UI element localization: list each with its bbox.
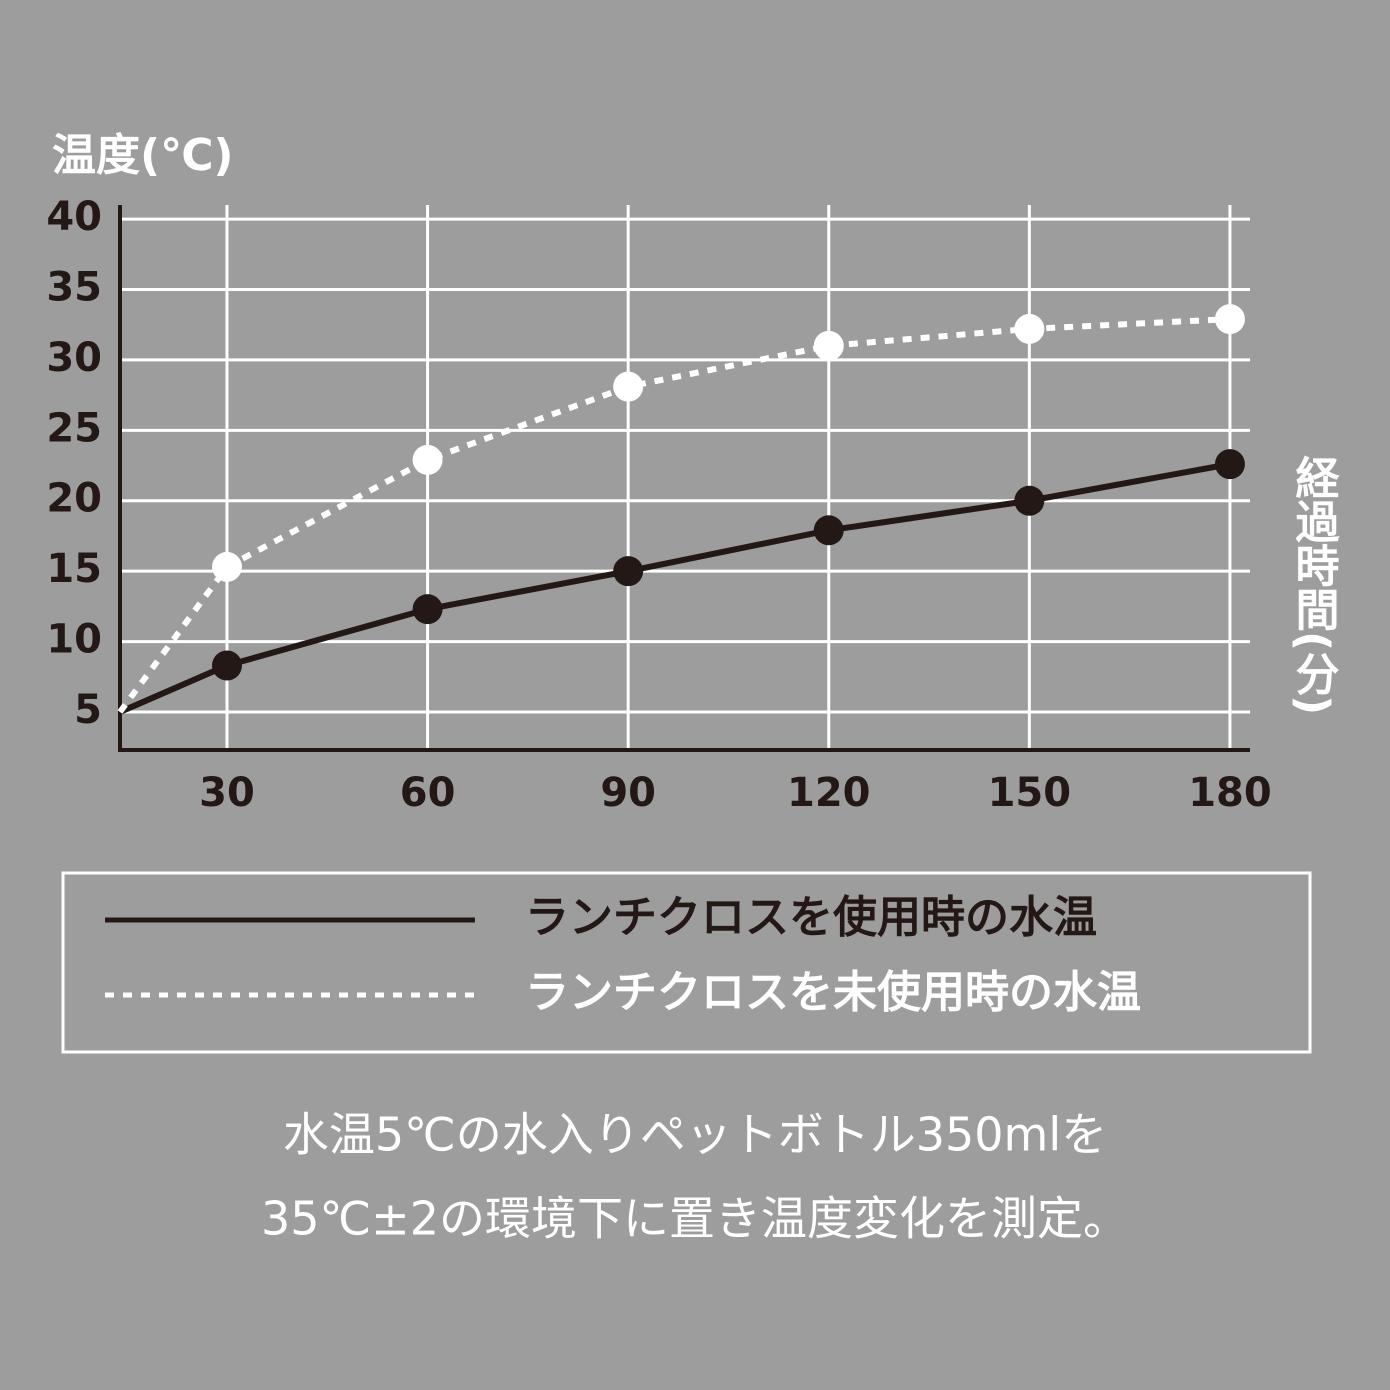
marker [1214, 449, 1245, 480]
marker [1014, 313, 1045, 344]
marker [613, 371, 644, 402]
marker [1214, 304, 1245, 335]
legend-box [61, 871, 1312, 1054]
y-tick-label: 40 [46, 194, 102, 240]
y-axis-label: 温度(℃) [52, 130, 234, 181]
x-tick-label: 180 [1188, 770, 1272, 816]
x-axis-label: 経過時間(分) [1288, 455, 1340, 715]
note: 35℃±2の環境下に置き温度変化を測定。 [261, 1192, 1129, 1246]
y-tick-label: 25 [46, 405, 102, 451]
y-tick-label: 15 [46, 546, 102, 592]
marker [1014, 485, 1045, 516]
marker [211, 650, 242, 681]
x-tick-label: 120 [787, 770, 871, 816]
y-tick-label: 20 [46, 476, 102, 522]
marker [412, 594, 443, 625]
marker [813, 330, 844, 361]
legend-label: ランチクロスを未使用時の水温 [525, 967, 1141, 1018]
y-tick-label: 35 [46, 264, 102, 310]
x-tick-label: 60 [400, 770, 456, 816]
y-tick-label: 5 [74, 687, 102, 733]
x-tick-label: 150 [988, 770, 1072, 816]
x-tick-label: 90 [600, 770, 656, 816]
y-tick-label: 30 [46, 335, 102, 381]
marker [412, 444, 443, 475]
marker [613, 556, 644, 587]
note: 水温5℃の水入りペットボトル350mlを [283, 1108, 1107, 1162]
y-tick-label: 10 [46, 617, 102, 663]
x-tick-label: 30 [199, 770, 255, 816]
marker [813, 515, 844, 546]
marker [211, 551, 242, 582]
legend-label: ランチクロスを使用時の水温 [525, 892, 1097, 943]
